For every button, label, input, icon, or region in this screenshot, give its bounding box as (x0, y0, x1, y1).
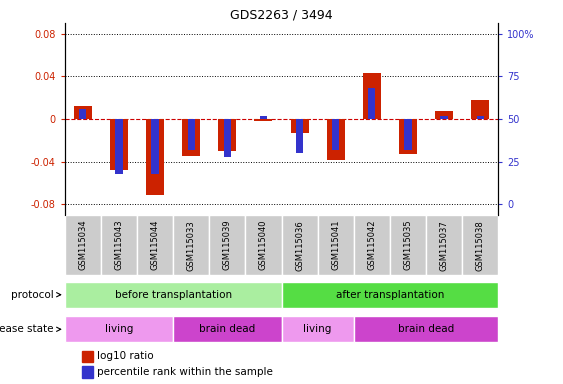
Bar (282, 215, 318, 275)
Title: GDS2263 / 3494: GDS2263 / 3494 (230, 9, 333, 22)
Bar (282, 316, 354, 342)
Text: GSM115042: GSM115042 (367, 220, 376, 270)
Text: after transplantation: after transplantation (336, 290, 444, 300)
Bar (82, 366, 93, 377)
Text: brain dead: brain dead (398, 324, 454, 334)
Bar (245, 215, 282, 275)
Bar (101, 215, 137, 275)
Bar (318, 215, 354, 275)
Text: GSM115037: GSM115037 (440, 220, 449, 271)
Text: GSM115040: GSM115040 (259, 220, 268, 270)
Bar (260, 116, 267, 119)
Text: GSM115035: GSM115035 (404, 220, 413, 270)
Text: GSM115039: GSM115039 (223, 220, 232, 270)
Text: GSM115041: GSM115041 (331, 220, 340, 270)
Bar (327, 119, 345, 160)
Bar (209, 215, 245, 275)
Bar (282, 282, 498, 308)
Bar (435, 111, 453, 119)
Bar (477, 116, 484, 119)
Text: GSM115036: GSM115036 (295, 220, 304, 271)
Bar (151, 119, 159, 174)
Text: GSM115044: GSM115044 (150, 220, 159, 270)
Bar (296, 119, 303, 153)
Text: protocol: protocol (11, 290, 61, 300)
Bar (426, 215, 462, 275)
Bar (291, 119, 309, 133)
Text: GSM115033: GSM115033 (187, 220, 196, 271)
Bar (82, 351, 93, 362)
Text: GSM115034: GSM115034 (78, 220, 87, 270)
Text: living: living (303, 324, 332, 334)
Bar (332, 119, 339, 150)
Bar (354, 316, 498, 342)
Bar (218, 119, 236, 151)
Text: living: living (105, 324, 133, 334)
Bar (462, 215, 498, 275)
Text: GSM115043: GSM115043 (114, 220, 123, 270)
Bar (182, 119, 200, 156)
Bar (363, 73, 381, 119)
Bar (440, 116, 448, 119)
Bar (471, 100, 489, 119)
Bar (390, 215, 426, 275)
Bar (254, 119, 272, 121)
Bar (173, 316, 282, 342)
Bar (79, 109, 87, 119)
Bar (224, 119, 231, 157)
Text: brain dead: brain dead (199, 324, 256, 334)
Bar (173, 215, 209, 275)
Bar (65, 316, 173, 342)
Bar (354, 215, 390, 275)
Bar (187, 119, 195, 150)
Bar (65, 282, 282, 308)
Bar (74, 106, 92, 119)
Bar (399, 119, 417, 154)
Bar (404, 119, 412, 150)
Text: disease state: disease state (0, 324, 61, 334)
Bar (137, 215, 173, 275)
Bar (65, 215, 101, 275)
Bar (146, 119, 164, 195)
Bar (368, 88, 376, 119)
Text: log10 ratio: log10 ratio (97, 351, 154, 361)
Text: GSM115038: GSM115038 (476, 220, 485, 271)
Bar (110, 119, 128, 170)
Text: percentile rank within the sample: percentile rank within the sample (97, 367, 273, 377)
Text: before transplantation: before transplantation (114, 290, 232, 300)
Bar (115, 119, 123, 174)
